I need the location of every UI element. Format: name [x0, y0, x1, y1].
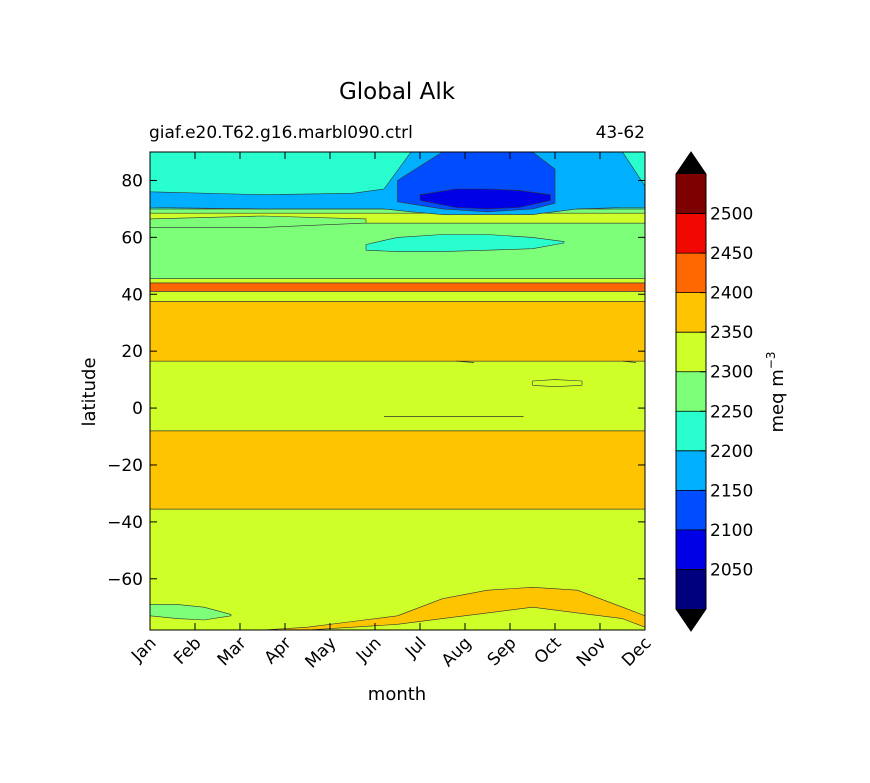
y-tick-label-2: 40: [121, 285, 143, 305]
colorbar-tick-label-0: 2050: [710, 560, 753, 580]
contour-region-8: [532, 379, 583, 387]
x-tick-label-1: Feb: [170, 633, 205, 668]
colorbar-segment-2: [676, 490, 706, 530]
x-tick-label-10: Nov: [573, 633, 611, 671]
x-tick-label-6: Jul: [401, 633, 430, 662]
plot-area: [150, 152, 645, 630]
y-tick-label-3: 20: [121, 342, 143, 362]
chart-title: Global Alk: [339, 79, 456, 105]
contour-region-5: [419, 188, 551, 210]
x-tick-label-3: Apr: [261, 633, 296, 668]
x-tick-label-11: Dec: [618, 633, 655, 670]
contour-band-3: [150, 301, 645, 362]
x-tick-label-0: Jan: [127, 633, 160, 666]
colorbar-segment-0: [676, 569, 706, 609]
y-tick-label-0: 80: [121, 171, 143, 191]
colorbar-outline: [675, 151, 707, 632]
colorbar-tick-label-4: 2250: [710, 402, 753, 422]
x-axis-label: month: [368, 684, 426, 705]
contour-band-6: [150, 278, 645, 284]
colorbar-label-exponent: −3: [764, 352, 778, 370]
contour-region-1: [150, 604, 232, 621]
colorbar-tick-label-1: 2100: [710, 521, 753, 541]
y-axis: 80 60 40 20 0 −20 −40 −60: [107, 171, 645, 590]
contour-line-2: [622, 360, 637, 363]
colorbar-tick-label-7: 2400: [710, 284, 753, 304]
contour-region-6: [150, 215, 367, 228]
x-tick-label-5: Jun: [352, 633, 386, 667]
contour-band-5: [150, 282, 645, 292]
colorbar-extend-max: [676, 152, 706, 174]
y-tick-label-7: −60: [107, 570, 143, 590]
colorbar-segment-4: [676, 411, 706, 451]
y-axis-label: latitude: [79, 357, 100, 426]
contour-band-1: [150, 430, 645, 510]
colorbar-tick-label-2: 2150: [710, 481, 753, 501]
contour-band-4: [150, 291, 645, 302]
x-tick-label-9: Oct: [531, 633, 566, 668]
colorbar-segment-10: [676, 174, 706, 214]
colorbar-segment-8: [676, 253, 706, 293]
colorbar-tick-label-9: 2500: [710, 205, 753, 225]
colorbar-segment-5: [676, 371, 706, 412]
colorbar: 2050 2100 2150 2200 2250 2300 2350 2400 2450 2500: [675, 151, 753, 632]
colorbar-segment-6: [676, 332, 706, 372]
contour-band-2: [150, 360, 645, 432]
colorbar-tick-label-3: 2200: [710, 442, 753, 462]
colorbar-tick-label-5: 2300: [710, 363, 753, 383]
colorbar-tick-label-6: 2350: [710, 323, 753, 343]
contour-line-1: [455, 360, 475, 363]
y-tick-label-1: 60: [121, 228, 143, 248]
x-tick-label-7: Aug: [438, 633, 476, 671]
colorbar-segment-1: [676, 529, 706, 570]
colorbar-label-unit: meq m: [767, 369, 788, 432]
colorbar-extend-min: [676, 609, 706, 631]
contour-region-7: [365, 234, 565, 252]
colorbar-segment-7: [676, 292, 706, 333]
colorbar-label: meq m−3: [764, 352, 788, 433]
colorbar-segment-3: [676, 450, 706, 491]
y-tick-label-4: 0: [132, 399, 143, 419]
chart-subtitle-right: 43-62: [596, 123, 645, 143]
x-tick-label-8: Sep: [484, 633, 521, 670]
x-tick-label-2: Mar: [214, 633, 251, 670]
colorbar-segment-9: [676, 213, 706, 254]
y-tick-label-5: −20: [107, 456, 143, 476]
plot-frame: [149, 151, 646, 631]
y-tick-label-6: −40: [107, 513, 143, 533]
chart-subtitle-left: giaf.e20.T62.g16.marbl090.ctrl: [149, 123, 413, 143]
contour-region-3: [150, 152, 645, 195]
colorbar-tick-label-8: 2450: [710, 244, 753, 264]
x-tick-label-4: May: [302, 633, 341, 672]
